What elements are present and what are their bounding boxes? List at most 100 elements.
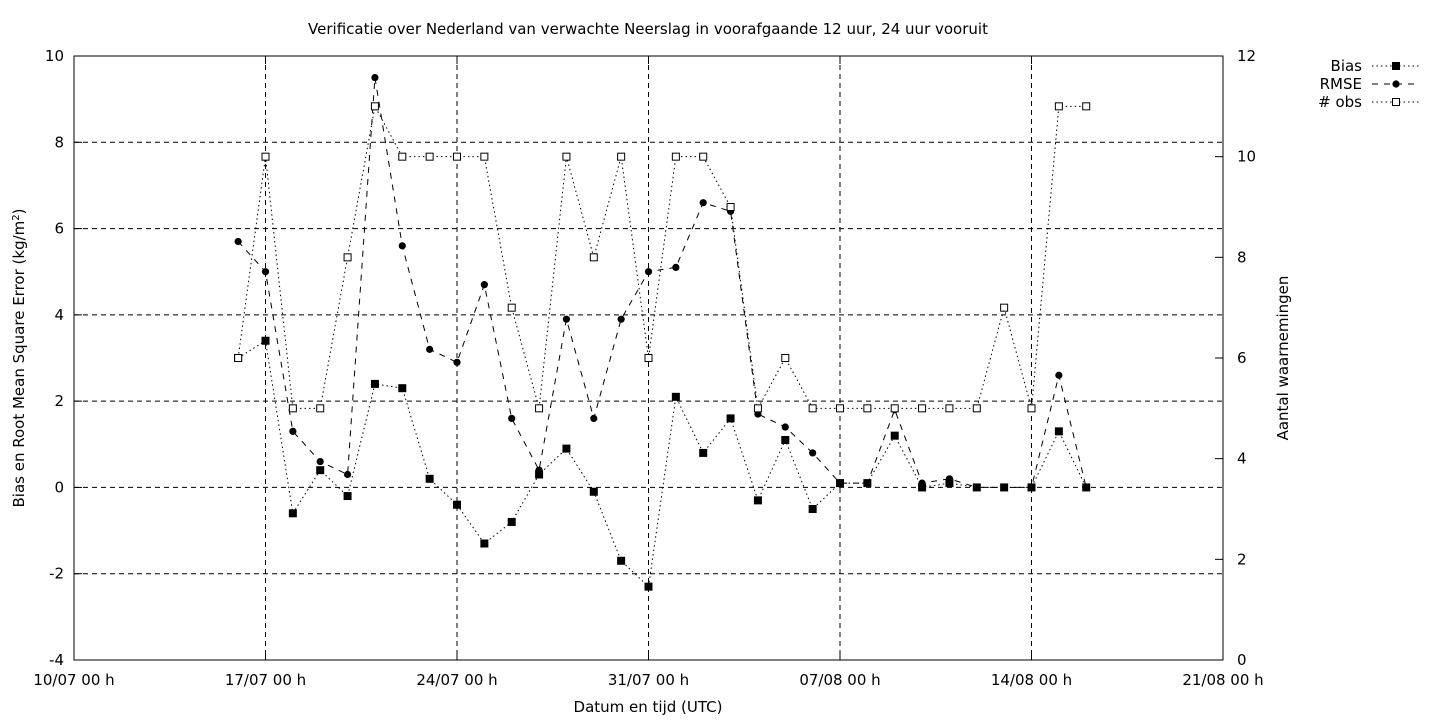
series-obs-point xyxy=(863,404,872,413)
series-rmse-point xyxy=(644,268,653,276)
series-obs-point xyxy=(507,303,516,312)
series-obs-point xyxy=(726,203,735,211)
series-rmse-point xyxy=(836,479,844,487)
y-right-tick-label: 2 xyxy=(1237,550,1247,568)
series-layer xyxy=(234,73,1091,591)
series-rmse-point xyxy=(371,73,379,82)
y-right-tick-label: 6 xyxy=(1237,349,1247,367)
series-rmse-point xyxy=(480,281,488,289)
legend-rmse-point xyxy=(1392,80,1400,88)
series-bias-point xyxy=(699,448,708,457)
series-rmse-point xyxy=(261,268,270,276)
series-bias-point xyxy=(726,414,735,423)
y-left-tick-label: 6 xyxy=(54,220,64,238)
series-bias-point xyxy=(890,431,899,440)
series-rmse-point xyxy=(234,237,242,246)
x-tick-label: 24/07 00 h xyxy=(416,671,497,689)
y-left-tick-label: 4 xyxy=(54,306,64,324)
series-bias-point xyxy=(453,500,461,509)
y-left-axis-ticks: -4 -2 0 2 4 6 8 10 xyxy=(45,47,82,669)
series-obs-point xyxy=(234,354,243,362)
series-bias-point xyxy=(753,496,762,505)
series-rmse-point xyxy=(426,345,434,353)
series-bias-point xyxy=(671,392,680,401)
series-obs-point xyxy=(1054,102,1063,111)
series-obs-point xyxy=(1027,404,1036,413)
y-left-tick-label: 2 xyxy=(54,392,64,410)
series-rmse-point xyxy=(945,475,954,483)
series-obs-point xyxy=(836,404,844,413)
series-obs-point xyxy=(781,354,790,362)
x-tick-label: 07/08 00 h xyxy=(799,671,880,689)
series-bias-point xyxy=(316,466,325,475)
y-left-tick-label: 10 xyxy=(45,47,64,65)
y-left-axis-label: Bias en Root Mean Square Error (kg/m2) xyxy=(10,209,28,508)
series-bias-point xyxy=(808,505,817,513)
y-left-tick-label: 8 xyxy=(54,133,64,151)
series-obs-point xyxy=(589,253,598,262)
series-rmse-point xyxy=(973,483,981,492)
series-obs-point xyxy=(945,404,954,413)
series-bias-point xyxy=(945,479,954,488)
series-obs-point xyxy=(890,404,899,413)
series-rmse-point xyxy=(562,315,571,323)
series-bias-point xyxy=(644,582,653,591)
series-bias-point xyxy=(535,470,544,479)
series-bias-point xyxy=(507,517,516,526)
series-bias-point xyxy=(480,539,489,548)
series-bias-point xyxy=(617,556,626,565)
series-rmse-point xyxy=(453,358,461,366)
legend-label-rmse: RMSE xyxy=(1320,75,1362,93)
y-left-axis-label-end: ) xyxy=(10,209,28,215)
series-obs-point xyxy=(918,404,927,413)
legend-label-obs: # obs xyxy=(1318,93,1362,111)
x-tick-label: 21/08 00 h xyxy=(1182,671,1263,689)
series-rmse-point xyxy=(398,242,406,250)
series-obs-point xyxy=(1082,102,1091,111)
series-bias-point xyxy=(562,444,571,453)
series-bias-point xyxy=(343,492,352,501)
x-tick-label: 17/07 00 h xyxy=(225,671,306,689)
series-rmse-line xyxy=(237,77,1087,488)
series-obs-point xyxy=(261,152,270,161)
series-rmse-point xyxy=(699,199,707,207)
series-obs-point xyxy=(398,152,407,161)
x-axis-ticks: 10/07 00 h 17/07 00 h 24/07 00 h 31/07 00 h… xyxy=(33,56,1264,689)
series-rmse-point xyxy=(1082,483,1090,492)
y-right-tick-label: 4 xyxy=(1237,450,1247,468)
series-obs-point xyxy=(972,404,981,413)
series-obs-point xyxy=(425,152,434,161)
series-rmse-point xyxy=(1000,483,1008,492)
x-tick-label: 31/07 00 h xyxy=(608,671,689,689)
series-obs-line xyxy=(237,104,1087,410)
series-bias-point xyxy=(589,487,598,496)
series-bias-point xyxy=(261,336,270,345)
series-obs-point xyxy=(453,152,461,161)
series-obs-point xyxy=(562,152,571,161)
series-obs-point xyxy=(343,253,352,262)
series-obs-point xyxy=(753,404,762,413)
x-tick-label: 10/07 00 h xyxy=(33,671,114,689)
series-obs xyxy=(234,102,1091,413)
legend-obs-point xyxy=(1392,98,1400,106)
series-rmse-point xyxy=(1055,371,1063,379)
series-rmse-point xyxy=(590,414,598,422)
y-left-axis-label-main: Bias en Root Mean Square Error (kg/m xyxy=(10,221,28,508)
series-rmse-point xyxy=(617,315,625,323)
series-obs-point xyxy=(316,404,325,413)
series-obs-point xyxy=(671,152,680,161)
y-left-tick-label: 0 xyxy=(54,478,64,496)
series-bias-point xyxy=(288,509,297,518)
series-bias xyxy=(234,336,1091,591)
y-right-tick-label: 0 xyxy=(1237,651,1247,669)
series-obs-point xyxy=(644,354,653,362)
y-left-axis-label-sup: 2 xyxy=(11,214,22,220)
series-obs-point xyxy=(699,152,708,161)
series-rmse-point xyxy=(863,479,871,487)
y-right-axis-ticks: 0 2 4 6 8 10 12 xyxy=(1215,47,1256,669)
series-obs-point xyxy=(370,102,379,111)
series-obs-point xyxy=(1000,303,1009,312)
series-bias-point xyxy=(1054,427,1063,436)
